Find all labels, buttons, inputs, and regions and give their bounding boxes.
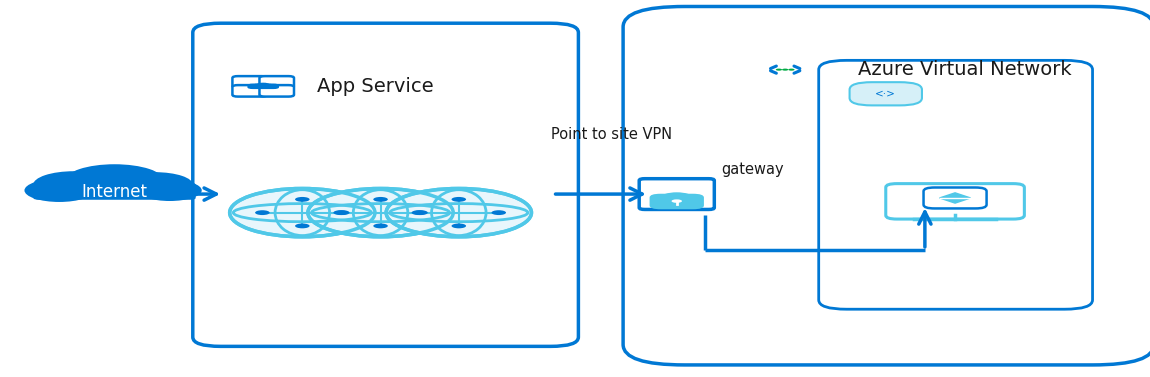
FancyBboxPatch shape [623, 6, 1150, 365]
Circle shape [252, 84, 263, 87]
Circle shape [491, 210, 506, 215]
Polygon shape [940, 193, 971, 203]
Circle shape [776, 69, 782, 70]
Circle shape [138, 180, 201, 201]
Circle shape [33, 171, 115, 198]
Circle shape [296, 224, 309, 228]
Circle shape [308, 188, 453, 237]
Text: App Service: App Service [317, 77, 434, 96]
FancyBboxPatch shape [650, 194, 704, 209]
Circle shape [66, 164, 164, 197]
FancyBboxPatch shape [886, 184, 1025, 219]
Circle shape [296, 197, 309, 202]
FancyBboxPatch shape [850, 82, 922, 106]
Text: gateway: gateway [721, 162, 784, 178]
FancyBboxPatch shape [260, 76, 294, 87]
Circle shape [413, 210, 428, 215]
Circle shape [335, 210, 350, 215]
Circle shape [256, 83, 270, 87]
FancyBboxPatch shape [923, 187, 987, 208]
Circle shape [412, 210, 427, 215]
Circle shape [386, 188, 531, 237]
Circle shape [251, 84, 260, 88]
Text: Point to site VPN: Point to site VPN [551, 127, 673, 142]
FancyBboxPatch shape [232, 85, 267, 97]
Circle shape [452, 197, 466, 202]
FancyBboxPatch shape [260, 85, 294, 97]
Circle shape [374, 224, 388, 228]
Circle shape [267, 85, 275, 87]
Circle shape [24, 179, 94, 202]
FancyBboxPatch shape [232, 76, 267, 87]
FancyBboxPatch shape [819, 60, 1092, 309]
FancyBboxPatch shape [247, 84, 279, 89]
Circle shape [230, 188, 375, 237]
Text: Azure Virtual Network: Azure Virtual Network [858, 60, 1072, 79]
FancyBboxPatch shape [639, 179, 714, 210]
Text: <·>: <·> [875, 89, 896, 99]
Circle shape [782, 69, 788, 70]
Circle shape [452, 224, 466, 228]
Circle shape [334, 210, 347, 215]
FancyBboxPatch shape [193, 23, 578, 346]
Circle shape [672, 199, 682, 203]
Circle shape [117, 172, 193, 197]
Circle shape [263, 84, 274, 87]
Circle shape [255, 210, 269, 215]
Text: Internet: Internet [82, 183, 147, 201]
FancyBboxPatch shape [33, 183, 196, 200]
Circle shape [788, 69, 795, 70]
Circle shape [374, 197, 388, 202]
